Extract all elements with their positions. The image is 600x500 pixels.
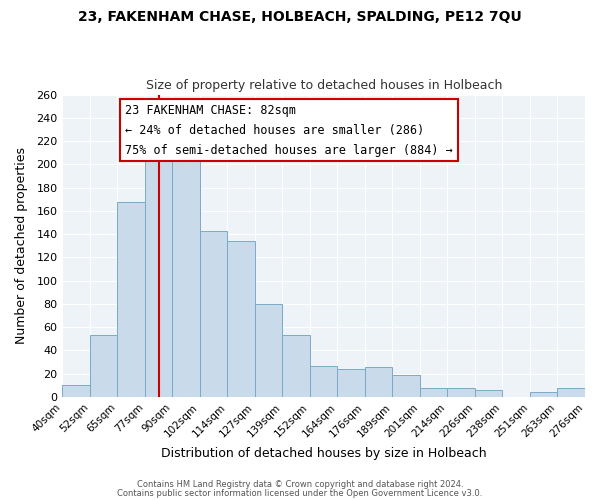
X-axis label: Distribution of detached houses by size in Holbeach: Distribution of detached houses by size … bbox=[161, 447, 487, 460]
Bar bbox=[365, 366, 392, 397]
Bar bbox=[392, 375, 420, 397]
Text: Contains HM Land Registry data © Crown copyright and database right 2024.: Contains HM Land Registry data © Crown c… bbox=[137, 480, 463, 489]
Bar bbox=[475, 390, 502, 397]
Bar bbox=[200, 230, 227, 397]
Bar bbox=[448, 388, 475, 397]
Bar bbox=[172, 152, 200, 397]
Text: 23, FAKENHAM CHASE, HOLBEACH, SPALDING, PE12 7QU: 23, FAKENHAM CHASE, HOLBEACH, SPALDING, … bbox=[78, 10, 522, 24]
Bar bbox=[62, 386, 90, 397]
Bar bbox=[90, 336, 118, 397]
Y-axis label: Number of detached properties: Number of detached properties bbox=[15, 148, 28, 344]
Bar bbox=[227, 241, 255, 397]
Title: Size of property relative to detached houses in Holbeach: Size of property relative to detached ho… bbox=[146, 79, 502, 92]
Bar bbox=[118, 202, 145, 397]
Bar bbox=[530, 392, 557, 397]
Bar bbox=[310, 366, 337, 397]
Bar bbox=[557, 388, 585, 397]
Bar bbox=[145, 156, 172, 397]
Bar bbox=[255, 304, 283, 397]
Text: 23 FAKENHAM CHASE: 82sqm
← 24% of detached houses are smaller (286)
75% of semi-: 23 FAKENHAM CHASE: 82sqm ← 24% of detach… bbox=[125, 104, 453, 156]
Bar bbox=[283, 336, 310, 397]
Bar bbox=[337, 369, 365, 397]
Text: Contains public sector information licensed under the Open Government Licence v3: Contains public sector information licen… bbox=[118, 488, 482, 498]
Bar bbox=[420, 388, 448, 397]
